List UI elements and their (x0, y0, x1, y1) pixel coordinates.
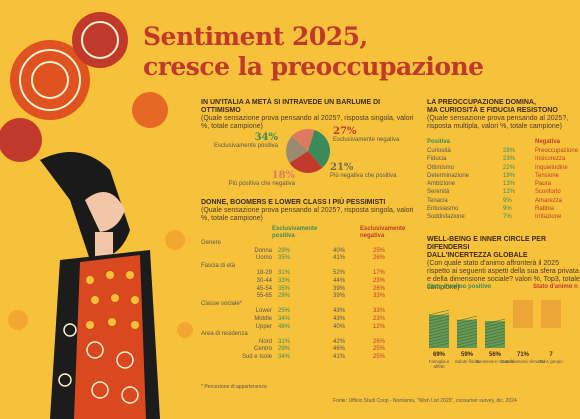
table-row: Nord 31% 42% 26% (258, 338, 386, 345)
bar-value: 7 (549, 352, 553, 358)
list-item: Soddisfazione 7% Irritazione (427, 214, 562, 221)
bar-hatch (456, 324, 478, 331)
footnote: * Percezione di appartenenza (201, 384, 267, 390)
pie-slice (291, 129, 315, 151)
table-row: 55-65 28% 39% 33% (256, 293, 386, 300)
section-ottimismo: In un'Italia a metà si intravede un barl… (201, 99, 416, 131)
list-item: Curiosità 28% Preoccupazione (427, 148, 579, 154)
bar-label: Famiglia e (429, 359, 450, 364)
list-item: Ottimismo 22% Inquietudine (427, 164, 568, 171)
bar-hatch (484, 339, 506, 346)
feelings-list: Curiosità 28% Preoccupazione Fiducia 23%… (427, 147, 580, 222)
col-head-neg: Esclusivamente negativa (360, 226, 406, 239)
bar-hatch (484, 321, 506, 328)
section-preoccupazione: La preoccupazione domina, ma curiosità e… (427, 99, 569, 130)
bar-hatch (484, 330, 506, 337)
table-row: 45-54 35% 39% 26% (256, 285, 386, 292)
bar-hatch (456, 339, 478, 346)
bar-value: 69% (433, 352, 446, 358)
list-item: Tenacia 9% Amarezza (427, 197, 563, 204)
bar-value: 59% (461, 352, 474, 358)
stato-pos-head: Stato d'animo positivo (427, 284, 492, 290)
bar-hatch (456, 318, 478, 325)
group-heading: Area di residenza (201, 331, 248, 338)
neg-head: Negativa (535, 139, 561, 145)
table-row: Lower 25% 43% 33% (255, 308, 386, 315)
bar-hatch (456, 327, 478, 334)
bar-hatch (428, 318, 450, 325)
bar-hatch (428, 315, 450, 322)
bar-label: Tens geopo (539, 359, 563, 364)
table-row: 18-29 31% 52% 17% (256, 270, 386, 277)
bar-label: affetti (434, 364, 445, 369)
bar (513, 300, 533, 328)
pie-slice (308, 129, 330, 168)
bar-hatch (456, 333, 478, 340)
demographic-table: Genere Donna 29% 40% 25% Uomo 35% 41% 26… (201, 240, 416, 362)
list-item: Ambizione 13% Paura (427, 181, 552, 188)
group-heading: Genere (201, 240, 222, 246)
pie-chart (286, 129, 330, 173)
source: Fonte: Ufficio Studi Coop - Nomisma, "Wi… (333, 398, 517, 404)
page-title: Sentiment 2025, cresce la preoccupazione (143, 22, 484, 81)
table-row: Upper 48% 40% 12% (255, 323, 386, 330)
pie-label-neg: 27% Esclusivamente negativa (333, 126, 400, 143)
bar-hatch (428, 324, 450, 331)
bar-hatch (456, 330, 478, 337)
bar-hatch (428, 330, 450, 337)
bar (541, 300, 561, 328)
bar-hatch (428, 327, 450, 334)
col-head-pos: Esclusivamente positiva (272, 226, 318, 239)
group-heading: Fascia di età (201, 262, 236, 269)
pie-label-more-pos: 21% Più negativa che positiva (330, 162, 397, 179)
bar-label: Benessere mentale (476, 359, 515, 364)
section-wellbeing: Well-being e inner circle per difendersi… (427, 236, 580, 291)
list-item: Determinazione 19% Tensione (427, 172, 560, 179)
bar-hatch (456, 315, 478, 322)
bar-label: Cambiamenti climatici (501, 359, 545, 364)
bar-hatch (484, 342, 506, 349)
section-subtitle: (Quale sensazione prova pensando al 2025… (201, 115, 414, 130)
bar-hatch (484, 318, 506, 325)
bar-hatch (456, 342, 478, 349)
list-item: Serenità 12% Sconforto (427, 189, 561, 196)
table-row: Centro 29% 46% 25% (253, 346, 386, 353)
pie-label-more-neg: 18% Più positiva che negativa (228, 170, 295, 187)
section-heading: Donne, boomers e lower class i più pessi… (201, 199, 386, 206)
list-item: Fiducia 23% Insicurezza (427, 156, 566, 163)
bar-hatch (484, 333, 506, 340)
bar-hatch (428, 333, 450, 340)
bar-value: 56% (489, 352, 502, 358)
bar-hatch (428, 339, 450, 346)
pos-head: Positiva (427, 139, 451, 145)
pie-label-pos: 34% Esclusivamente positiva (213, 132, 278, 149)
bar-label: Salute fisica (455, 359, 480, 364)
section-heading: In un'Italia a metà si intravede un barl… (201, 99, 381, 114)
bar-hatch (428, 336, 450, 343)
pie-slice (286, 136, 308, 164)
pie-slice (289, 151, 323, 173)
bar-hatch (456, 336, 478, 343)
bar-hatch (484, 336, 506, 343)
bar-hatch (484, 324, 506, 331)
bar-hatch (484, 327, 506, 334)
group-heading: Classe sociale* (201, 300, 243, 307)
bar-hatch (428, 321, 450, 328)
bar-hatch (428, 309, 450, 316)
bar-value: 71% (517, 352, 530, 358)
stato-neg-head: Stato d'animo n (533, 284, 578, 290)
table-row: Donna 29% 40% 25% (254, 247, 386, 254)
bar-hatch (428, 342, 450, 349)
table-row: Middle 34% 43% 23% (254, 315, 386, 322)
bar-hatch (428, 312, 450, 319)
section-subtitle: (Quale sensazione prova pensando al 2025… (201, 207, 414, 222)
table-row: Sud e Isole 34% 41% 25% (241, 353, 386, 360)
section-pessimisti: Donne, boomers e lower class i più pessi… (201, 199, 416, 223)
list-item: Entusiasmo 9% Rabbia (427, 206, 555, 213)
table-row: 30-44 33% 44% 23% (256, 277, 386, 284)
illustration (0, 12, 193, 419)
table-row: Uomo 35% 41% 26% (255, 255, 386, 262)
bar-hatch (456, 321, 478, 328)
